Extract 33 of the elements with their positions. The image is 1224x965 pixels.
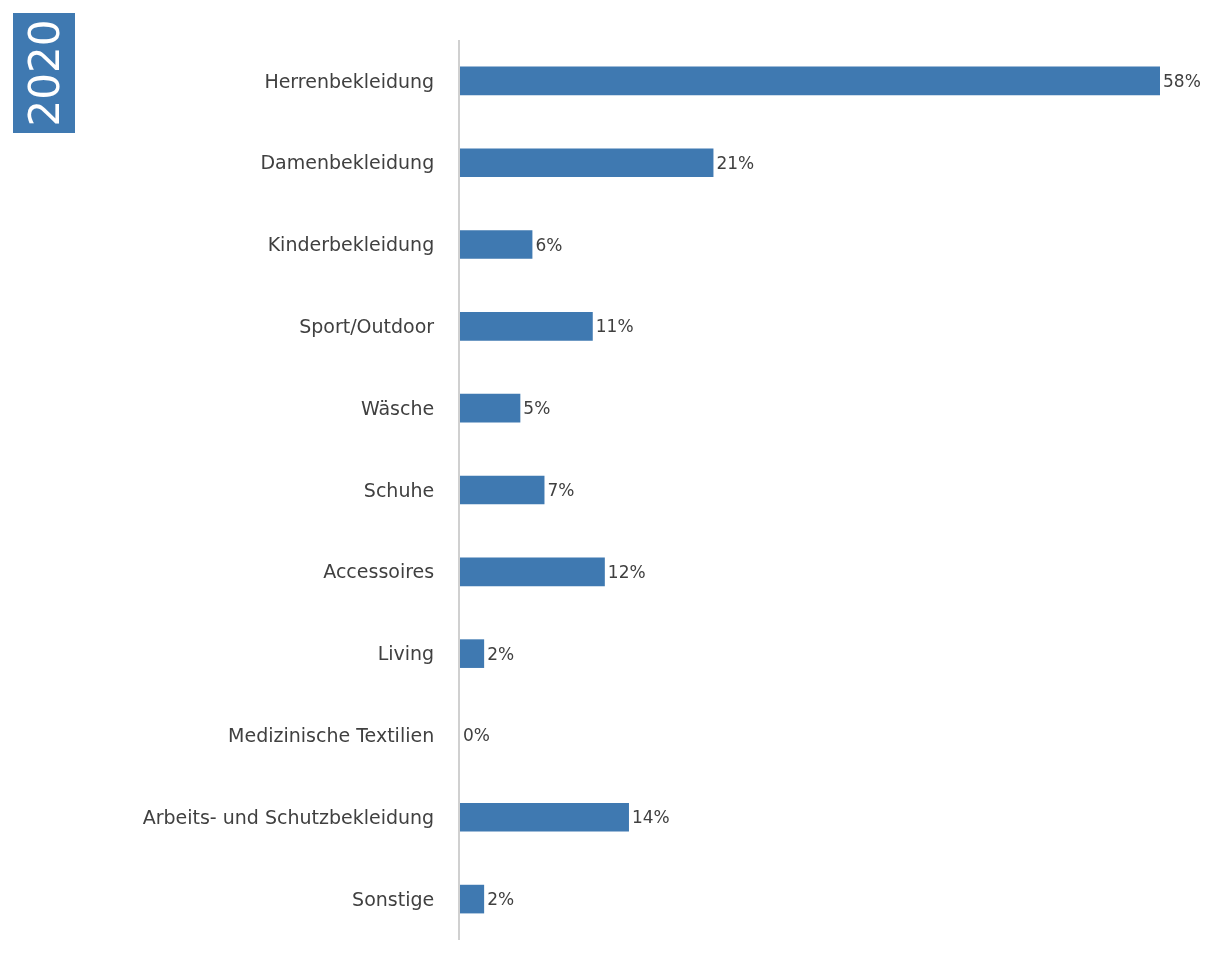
text: 2020 <box>19 19 69 127</box>
bar <box>460 312 593 341</box>
y-tick-label: Damenbekleidung <box>260 151 435 174</box>
y-tick-label: Accessoires <box>323 560 435 583</box>
y-tick-label: Herrenbekleidung <box>264 69 435 92</box>
data-label: 6% <box>535 234 563 255</box>
y-tick-label: Living <box>377 642 435 665</box>
y-tick-label: Sport/Outdoor <box>299 315 435 338</box>
bar <box>460 66 1160 96</box>
data-label: 2% <box>487 643 515 664</box>
y-tick-label: Kinderbekleidung <box>267 233 435 256</box>
y-tick-label: Medizinische Textilien <box>228 724 435 747</box>
bar <box>460 639 485 668</box>
data-label: 11% <box>595 316 634 337</box>
y-tick-label: Schuhe <box>363 478 435 501</box>
y-tick-label: Sonstige <box>352 887 435 910</box>
data-label: 58% <box>1163 70 1201 91</box>
bar <box>460 802 629 832</box>
data-label: 5% <box>523 398 551 419</box>
y-tick-label: Wäsche <box>360 396 435 419</box>
data-label: 7% <box>547 480 575 500</box>
y-tick-label: Arbeits- und Schutzbekleidung <box>142 805 435 828</box>
data-label: 0% <box>463 725 490 746</box>
bar <box>460 557 605 587</box>
bar <box>460 475 545 505</box>
data-label: 12% <box>607 561 646 582</box>
bar <box>460 148 714 178</box>
data-label: 2% <box>487 889 515 910</box>
bar <box>460 230 533 259</box>
bar <box>460 393 521 423</box>
bar <box>460 884 485 914</box>
data-label: 14% <box>631 807 670 828</box>
data-label: 21% <box>716 152 755 173</box>
